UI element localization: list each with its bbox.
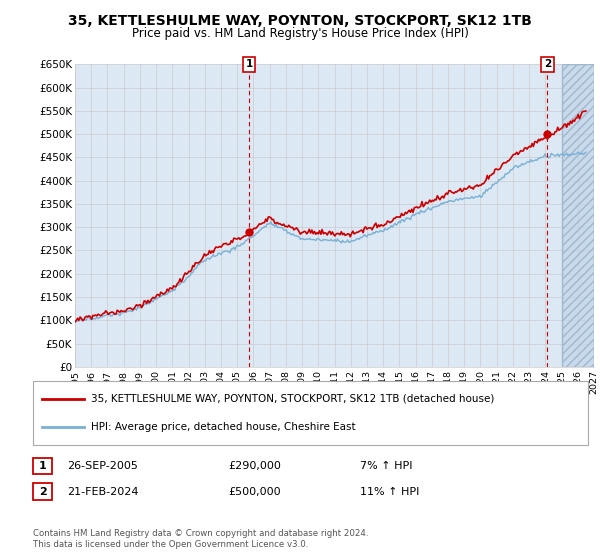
Text: 26-SEP-2005: 26-SEP-2005 bbox=[67, 461, 138, 471]
Text: 2: 2 bbox=[39, 487, 46, 497]
Text: 2: 2 bbox=[544, 59, 551, 69]
Text: 1: 1 bbox=[39, 461, 46, 471]
Text: £500,000: £500,000 bbox=[228, 487, 281, 497]
Text: 21-FEB-2024: 21-FEB-2024 bbox=[67, 487, 139, 497]
Bar bbox=[562, 64, 594, 367]
Text: Contains HM Land Registry data © Crown copyright and database right 2024.
This d: Contains HM Land Registry data © Crown c… bbox=[33, 529, 368, 549]
Text: 35, KETTLESHULME WAY, POYNTON, STOCKPORT, SK12 1TB (detached house): 35, KETTLESHULME WAY, POYNTON, STOCKPORT… bbox=[91, 394, 494, 404]
Text: £290,000: £290,000 bbox=[228, 461, 281, 471]
Text: 7% ↑ HPI: 7% ↑ HPI bbox=[360, 461, 413, 471]
Text: HPI: Average price, detached house, Cheshire East: HPI: Average price, detached house, Ches… bbox=[91, 422, 356, 432]
Text: 35, KETTLESHULME WAY, POYNTON, STOCKPORT, SK12 1TB: 35, KETTLESHULME WAY, POYNTON, STOCKPORT… bbox=[68, 14, 532, 28]
Text: 1: 1 bbox=[245, 59, 253, 69]
Bar bbox=[562, 64, 594, 367]
Text: Price paid vs. HM Land Registry's House Price Index (HPI): Price paid vs. HM Land Registry's House … bbox=[131, 27, 469, 40]
Text: 11% ↑ HPI: 11% ↑ HPI bbox=[360, 487, 419, 497]
